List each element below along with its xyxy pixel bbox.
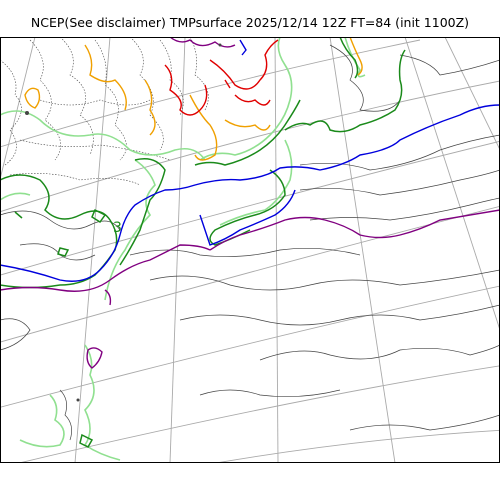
map-frame: 3	[0, 37, 500, 463]
latitude-lines	[0, 39, 500, 463]
orange-contours	[24, 37, 363, 161]
contour-label: 3	[113, 220, 122, 236]
contour-markers	[25, 43, 222, 402]
thin-contours-mid	[0, 44, 500, 441]
thin-contours-north	[0, 37, 209, 186]
map-title: NCEP(See disclaimer) TMPsurface 2025/12/…	[30, 15, 470, 30]
light-green-contours	[0, 37, 366, 461]
green-contours	[0, 37, 406, 448]
purple-contours	[0, 37, 500, 369]
longitude-lines	[0, 37, 500, 463]
blue-contours	[0, 39, 500, 282]
red-contours	[164, 39, 279, 116]
